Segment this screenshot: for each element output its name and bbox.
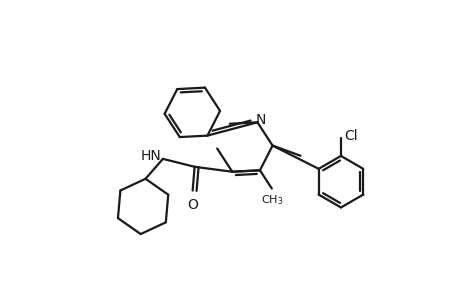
Text: HN: HN (140, 149, 161, 163)
Text: O: O (187, 197, 198, 212)
Text: Cl: Cl (343, 129, 357, 143)
Text: CH$_3$: CH$_3$ (260, 194, 282, 207)
Text: N: N (255, 113, 265, 127)
